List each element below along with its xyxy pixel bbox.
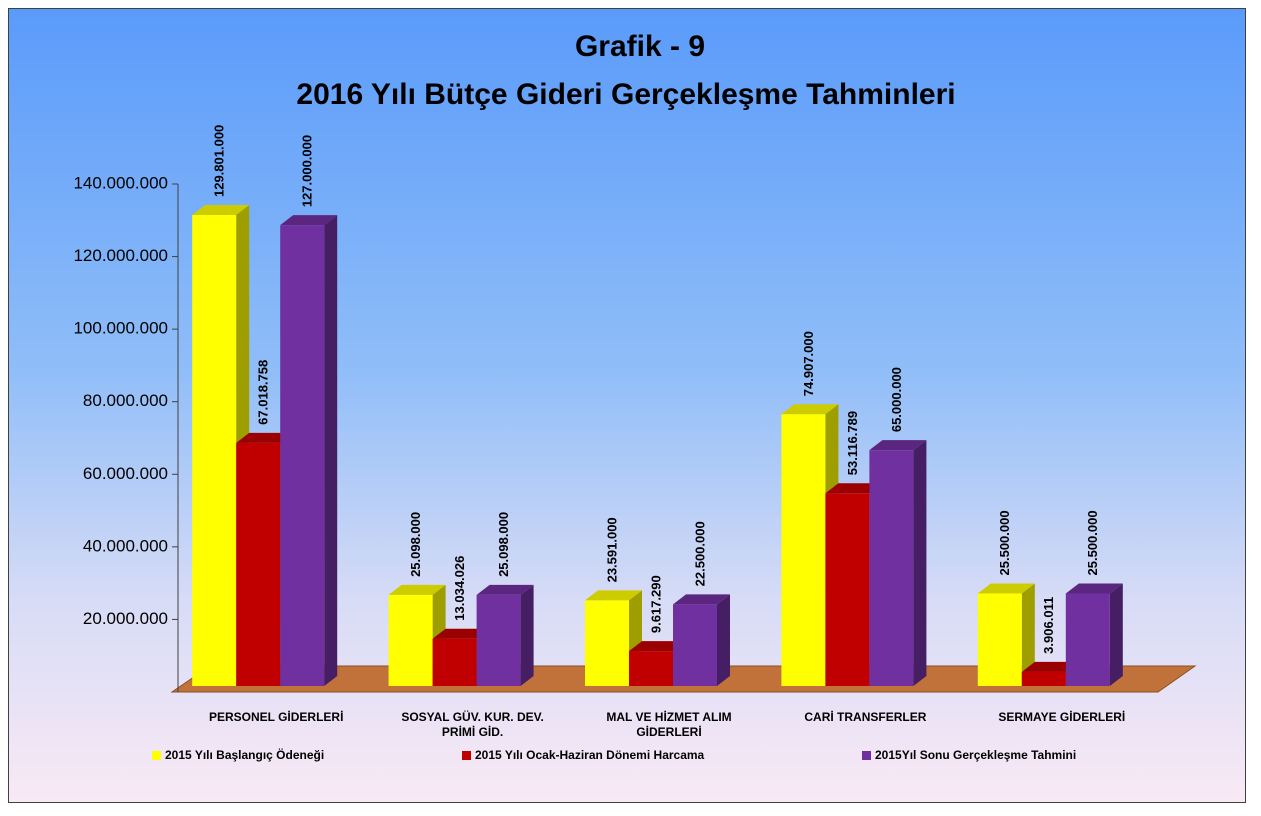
y-tick-label: 60.000.000 <box>83 464 168 483</box>
bar-side <box>324 215 338 686</box>
y-tick-label: 120.000.000 <box>73 246 168 265</box>
value-label: 22.500.000 <box>692 521 707 586</box>
value-label: 3.906.011 <box>1041 597 1056 654</box>
x-tick-label: PERSONEL GİDERLERİ <box>208 710 344 724</box>
bar-front <box>673 604 717 686</box>
x-tick-label: SOSYAL GÜV. KUR. DEV. PRİMİ GİD. <box>401 710 544 739</box>
value-label: 127.000.000 <box>300 135 315 207</box>
value-label: 9.617.290 <box>648 575 663 633</box>
chart-title: Grafik - 9 <box>575 30 705 63</box>
bar-top <box>585 590 642 601</box>
y-tick-label: 140.000.000 <box>73 173 168 192</box>
bar-top <box>977 583 1035 594</box>
bar <box>673 594 730 686</box>
y-tick-label: 80.000.000 <box>83 391 168 410</box>
bar <box>977 583 1035 686</box>
bar-front <box>476 594 521 686</box>
bar-top <box>1065 583 1123 594</box>
x-tick-label: MAL VE HİZMET ALIM GİDERLERİ <box>606 710 732 739</box>
value-label: 25.098.000 <box>496 512 511 577</box>
bar-side <box>717 594 730 686</box>
bar-front <box>1021 671 1066 686</box>
bar-front <box>629 651 673 686</box>
legend-label: 2015 Yılı Ocak-Haziran Dönemi Harcama <box>475 748 705 762</box>
bar-top <box>1021 661 1079 672</box>
value-label: 53.116.789 <box>845 411 860 475</box>
value-label: 25.098.000 <box>408 512 423 577</box>
y-tick-label: 40.000.000 <box>83 536 168 555</box>
bar-top <box>432 628 490 639</box>
bar-front <box>388 594 433 686</box>
bar-side <box>520 584 534 686</box>
value-label: 23.591.000 <box>604 517 619 582</box>
bar <box>280 215 338 686</box>
x-tick-label: CARİ TRANSFERLER <box>804 710 927 724</box>
bar-top <box>781 404 839 415</box>
bar-front <box>236 442 281 686</box>
bar-front <box>869 450 914 686</box>
y-tick-label: 20.000.000 <box>83 609 168 628</box>
value-label: 65.000.000 <box>889 367 904 432</box>
bar-top <box>673 594 730 605</box>
bar-side <box>913 440 927 686</box>
bar <box>476 584 534 686</box>
bar-top <box>236 432 294 443</box>
bar-front <box>585 600 629 686</box>
bar-top <box>388 584 446 595</box>
value-label: 74.907.000 <box>801 331 816 396</box>
x-tick-label: SERMAYE GİDERLERİ <box>998 710 1126 724</box>
bar <box>1065 583 1123 686</box>
bar-top <box>192 205 250 216</box>
bar-front <box>280 225 325 686</box>
legend-swatch <box>862 751 871 760</box>
bar-front <box>977 593 1022 686</box>
bar-front <box>825 493 870 686</box>
legend-swatch <box>152 751 161 760</box>
bar-side <box>1021 583 1035 686</box>
bar-front <box>432 638 477 686</box>
bar-top <box>476 584 534 595</box>
value-label: 13.034.026 <box>452 556 467 621</box>
y-tick-label: 100.000.000 <box>73 319 168 338</box>
bar-top <box>825 483 883 494</box>
bar-top <box>629 641 686 652</box>
value-label: 129.801.000 <box>212 125 227 197</box>
legend-label: 2015Yıl Sonu Gerçekleşme Tahmini <box>875 748 1076 762</box>
bar <box>869 440 927 686</box>
bar-side <box>1109 583 1123 686</box>
bar-front <box>781 414 826 686</box>
bar-top <box>869 440 927 451</box>
value-label: 25.500.000 <box>997 510 1012 575</box>
value-label: 25.500.000 <box>1085 510 1100 575</box>
value-label: 67.018.758 <box>256 360 271 425</box>
bar-front <box>192 215 237 686</box>
legend-swatch <box>462 751 471 760</box>
bar-front <box>1065 593 1110 686</box>
legend-label: 2015 Yılı Başlangıç Ödeneği <box>165 747 324 762</box>
chart-subtitle: 2016 Yılı Bütçe Gideri Gerçekleşme Tahmi… <box>296 78 955 111</box>
bar-top <box>280 215 338 226</box>
